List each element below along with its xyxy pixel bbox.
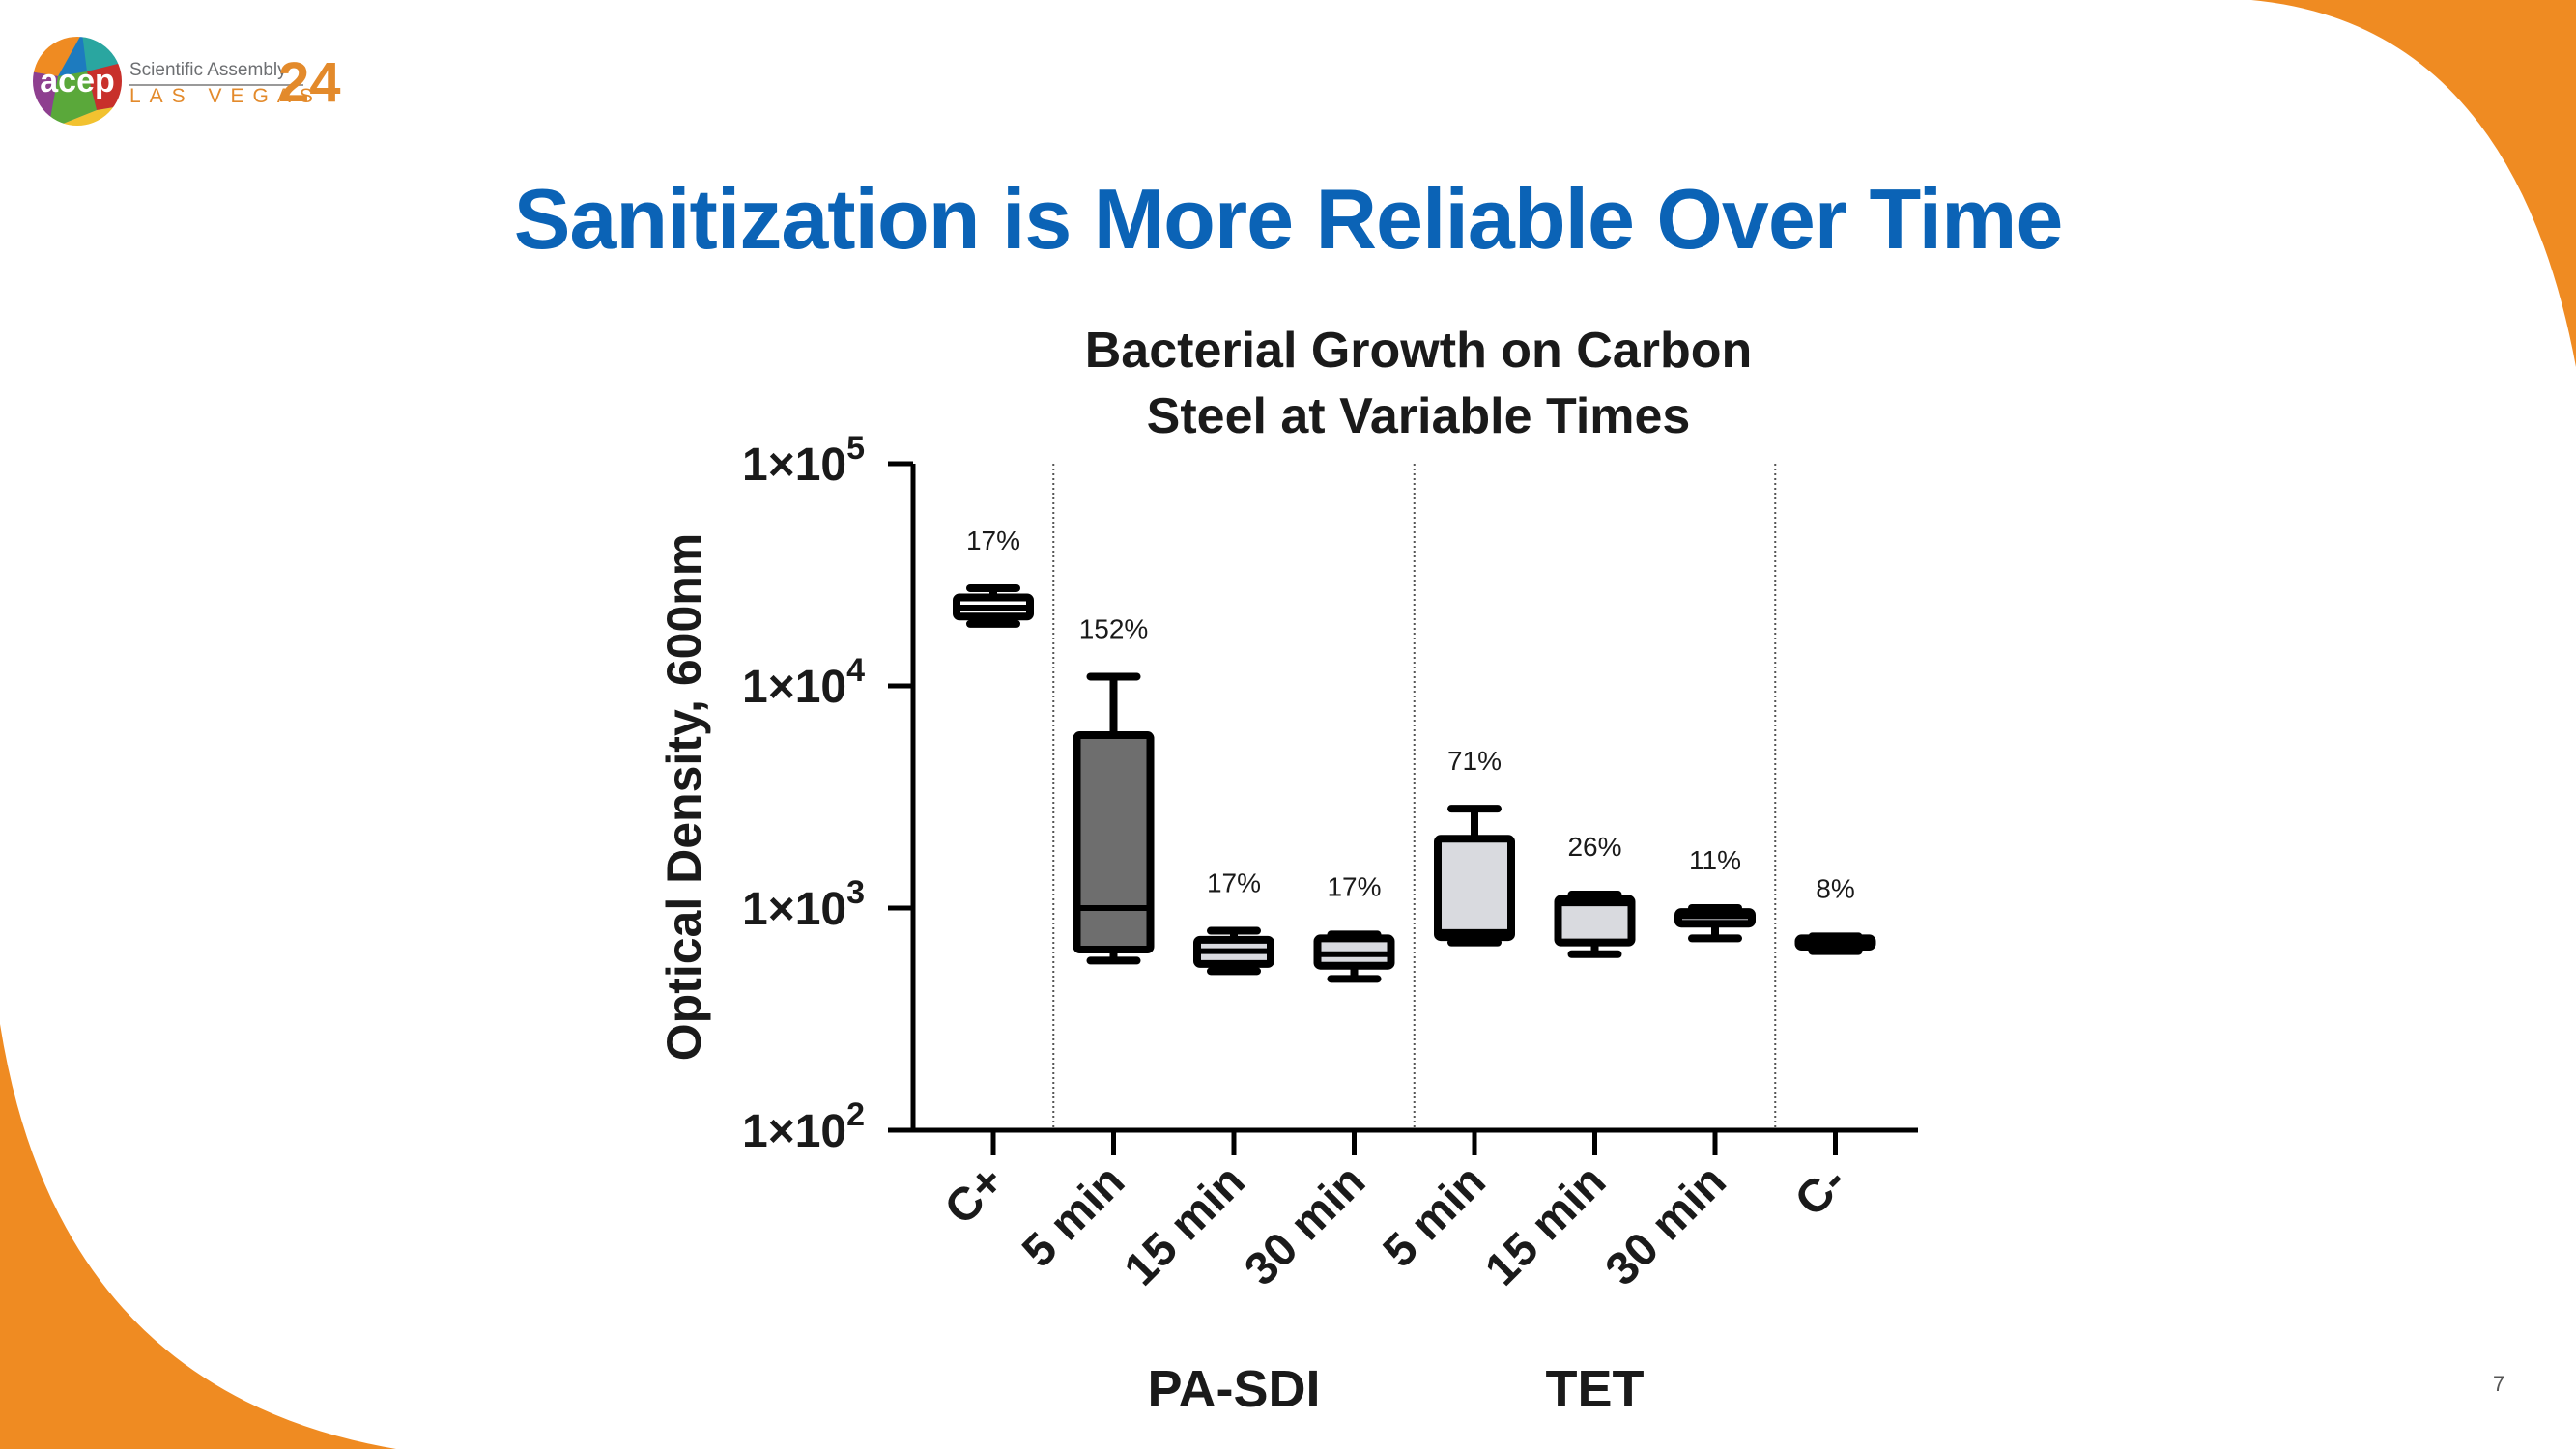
y-tick-label: 1×102 [742, 1096, 865, 1157]
slide-title: Sanitization is More Reliable Over Time [513, 171, 2064, 267]
globe-logo-icon: acep [31, 35, 124, 128]
cv-percent-label: 17% [1207, 868, 1261, 898]
orange-corner-bottom-left [0, 1024, 396, 1449]
group-label: PA-SDI [1147, 1360, 1320, 1418]
chart-title-line: Bacterial Growth on Carbon [1085, 323, 1753, 379]
cv-percent-label: 17% [1327, 871, 1381, 901]
cv-percent-label: 8% [1816, 873, 1854, 903]
page-number: 7 [2493, 1372, 2505, 1396]
group-label: TET [1546, 1360, 1645, 1418]
y-tick-label: 1×105 [742, 430, 865, 491]
y-tick-label: 1×104 [742, 652, 865, 713]
orange-corner-top-right [2251, 0, 2576, 367]
y-tick-label: 1×103 [742, 874, 865, 935]
cv-percent-label: 71% [1447, 746, 1502, 776]
x-tick-label: 15 min [1115, 1155, 1255, 1295]
acep-logo: acep Scientific Assembly LAS VEGAS 24 [29, 29, 358, 135]
logo-acep-text: acep [40, 63, 115, 99]
box-iqr [1554, 895, 1636, 947]
cv-percent-label: 11% [1689, 845, 1741, 875]
x-tick-label: 15 min [1475, 1155, 1616, 1295]
x-tick-label: C+ [935, 1155, 1015, 1235]
logo-assembly-text: Scientific Assembly [129, 60, 287, 80]
box-iqr [1434, 835, 1515, 942]
x-tick-label: 30 min [1596, 1155, 1736, 1295]
logo-city-text: LAS VEGAS [129, 85, 322, 107]
logo-divider [129, 84, 303, 86]
cv-percent-label: 26% [1567, 832, 1621, 862]
x-tick-label: C- [1786, 1155, 1856, 1226]
logo-year-text: 24 [278, 51, 341, 114]
cv-percent-label: 17% [966, 526, 1020, 555]
chart-title-line: Steel at Variable Times [1147, 388, 1691, 444]
box-iqr [1073, 731, 1155, 954]
x-tick-label: 30 min [1235, 1155, 1375, 1295]
y-axis-label: Optical Density, 600nm [657, 533, 711, 1061]
cv-percent-label: 152% [1079, 613, 1149, 643]
